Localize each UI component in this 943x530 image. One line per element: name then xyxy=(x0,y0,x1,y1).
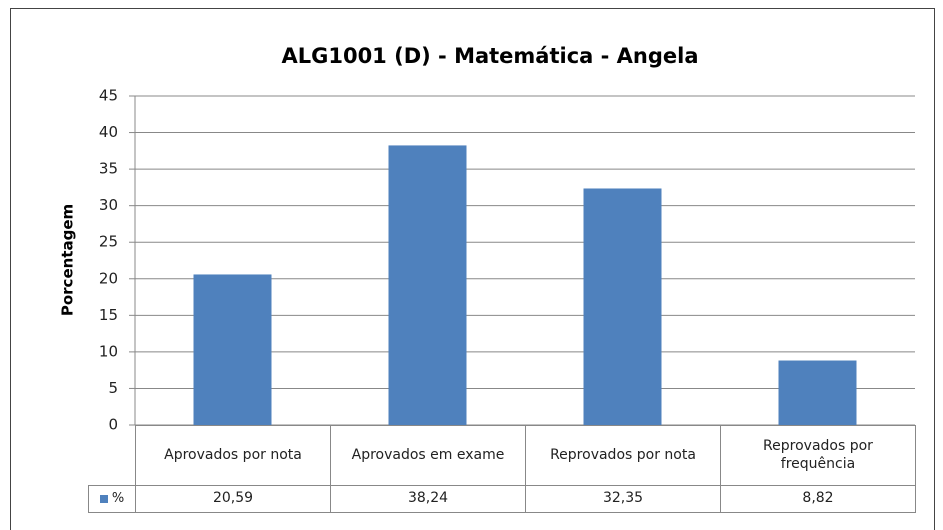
y-tick-label: 30 xyxy=(99,196,118,214)
y-tick-label: 40 xyxy=(99,123,118,141)
y-tick-label: 15 xyxy=(99,306,118,324)
y-tick-label: 5 xyxy=(108,379,118,397)
bar xyxy=(583,188,662,425)
legend-swatch xyxy=(99,495,108,503)
chart-border xyxy=(10,8,935,530)
bar xyxy=(388,145,467,426)
chart-title: ALG1001 (D) - Matemática - Angela xyxy=(281,44,698,68)
y-tick-label: 45 xyxy=(99,87,118,105)
y-tick-label: 10 xyxy=(99,342,118,360)
data-label: 8,82 xyxy=(720,485,916,513)
y-axis-label: Porcentagem xyxy=(59,204,77,316)
bar xyxy=(193,274,272,425)
x-tick-label: Aprovados em exame xyxy=(330,425,526,486)
data-label: 20,59 xyxy=(135,485,331,513)
data-label: 38,24 xyxy=(330,485,526,513)
y-tick-label: 20 xyxy=(99,269,118,287)
y-tick-label: 0 xyxy=(108,416,118,434)
x-tick-label: Reprovados por nota xyxy=(525,425,721,486)
legend-label: % xyxy=(111,490,125,506)
legend-entry: % xyxy=(88,485,136,513)
y-tick-label: 25 xyxy=(99,233,118,251)
x-tick-label: Reprovados por frequência xyxy=(720,425,916,486)
bar xyxy=(778,360,857,425)
y-tick-label: 35 xyxy=(99,160,118,178)
data-label: 32,35 xyxy=(525,485,721,513)
x-tick-label: Aprovados por nota xyxy=(135,425,331,486)
